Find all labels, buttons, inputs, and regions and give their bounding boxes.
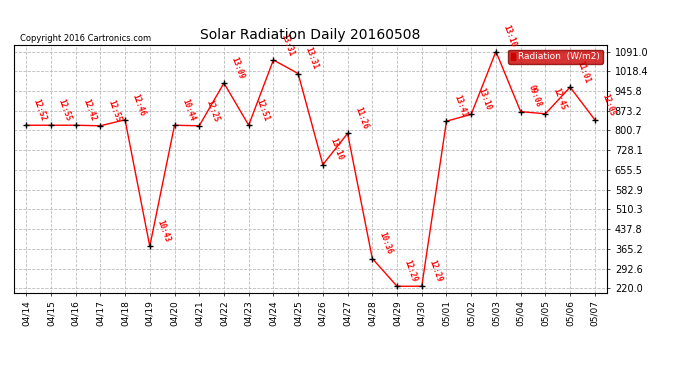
- Text: 11:01: 11:01: [575, 60, 592, 84]
- Text: 12:25: 12:25: [205, 98, 221, 123]
- Text: 12:51: 12:51: [254, 98, 270, 123]
- Text: 13:09: 13:09: [230, 56, 246, 80]
- Text: 10:43: 10:43: [155, 219, 172, 243]
- Text: 11:26: 11:26: [353, 106, 370, 130]
- Text: 09:08: 09:08: [526, 84, 542, 109]
- Text: 13:31: 13:31: [304, 46, 320, 71]
- Text: 10:44: 10:44: [180, 98, 197, 123]
- Legend: Radiation  (W/m2): Radiation (W/m2): [508, 50, 602, 64]
- Text: 12:29: 12:29: [427, 259, 444, 284]
- Text: 13:31: 13:31: [279, 32, 295, 57]
- Text: Copyright 2016 Cartronics.com: Copyright 2016 Cartronics.com: [20, 33, 151, 42]
- Text: 13:10: 13:10: [328, 137, 345, 162]
- Text: 13:41: 13:41: [452, 94, 469, 118]
- Text: 13:10: 13:10: [502, 24, 518, 49]
- Text: 12:05: 12:05: [600, 92, 617, 117]
- Text: 12:46: 12:46: [130, 92, 147, 117]
- Title: Solar Radiation Daily 20160508: Solar Radiation Daily 20160508: [200, 28, 421, 42]
- Text: 12:29: 12:29: [402, 259, 419, 284]
- Text: 12:55: 12:55: [106, 98, 122, 123]
- Text: 12:42: 12:42: [81, 98, 97, 123]
- Text: 13:10: 13:10: [477, 87, 493, 112]
- Text: 12:52: 12:52: [32, 98, 48, 123]
- Text: 12:55: 12:55: [57, 98, 73, 123]
- Text: 12:45: 12:45: [551, 86, 567, 111]
- Text: 10:36: 10:36: [378, 231, 394, 256]
